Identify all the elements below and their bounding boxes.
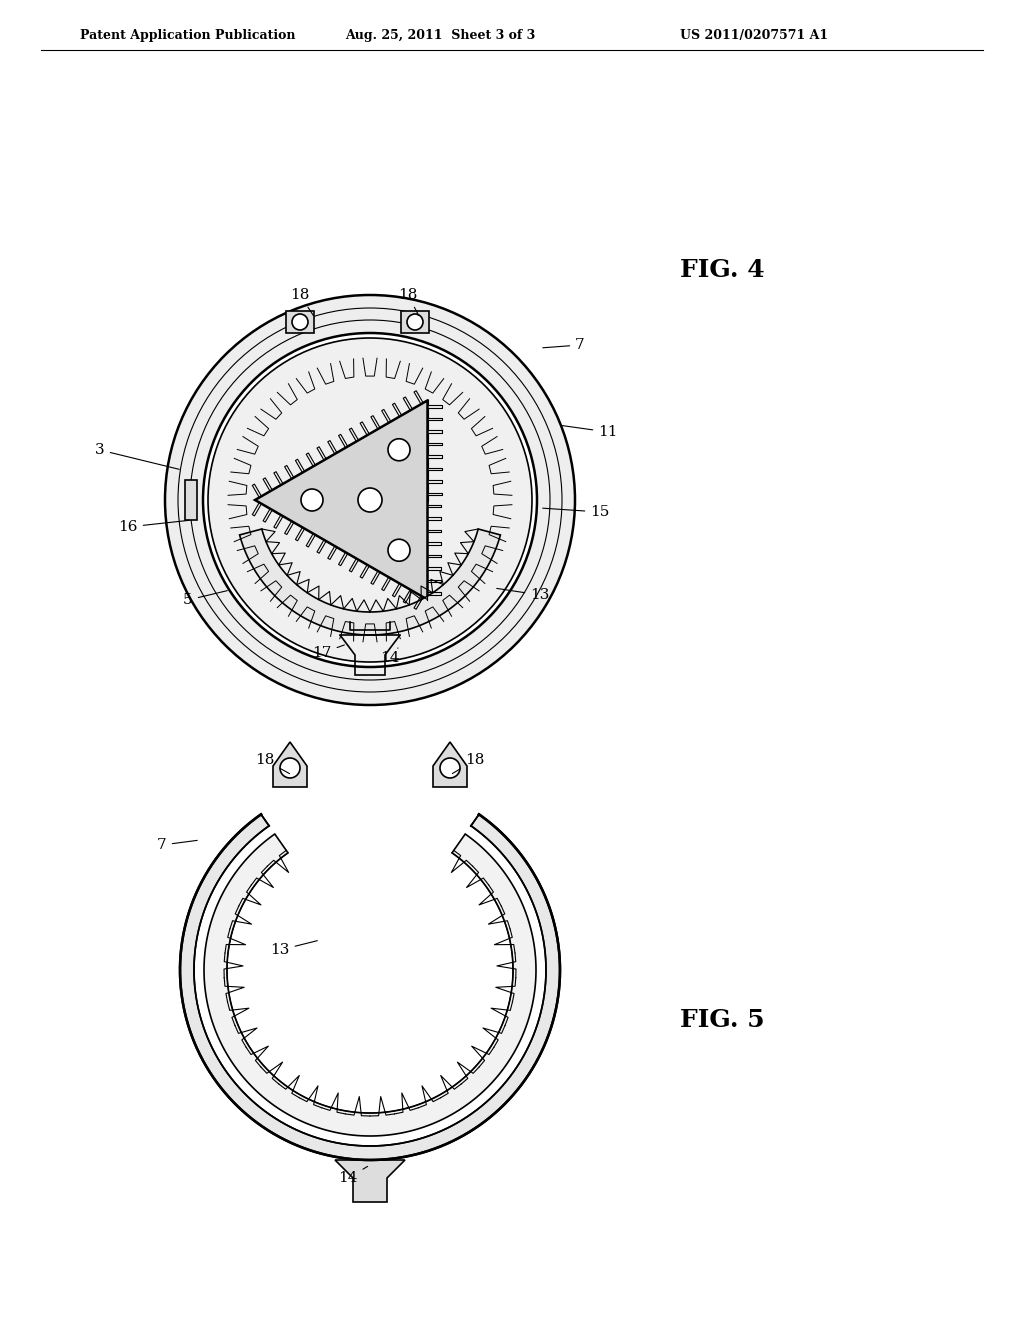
- Text: 7: 7: [158, 838, 198, 851]
- Text: 18: 18: [255, 752, 290, 774]
- Text: 18: 18: [291, 288, 313, 315]
- Text: 14: 14: [338, 1167, 368, 1185]
- Text: Aug. 25, 2011  Sheet 3 of 3: Aug. 25, 2011 Sheet 3 of 3: [345, 29, 536, 41]
- Circle shape: [280, 758, 300, 777]
- Circle shape: [203, 333, 537, 667]
- Circle shape: [440, 758, 460, 777]
- Text: FIG. 4: FIG. 4: [680, 257, 765, 282]
- Polygon shape: [273, 742, 307, 787]
- Text: 11: 11: [561, 425, 617, 440]
- Bar: [185, 480, 197, 520]
- Circle shape: [301, 488, 323, 511]
- Polygon shape: [255, 400, 427, 599]
- Text: 16: 16: [118, 520, 189, 535]
- Polygon shape: [286, 312, 314, 333]
- Text: 7: 7: [543, 338, 585, 352]
- Text: FIG. 5: FIG. 5: [680, 1008, 765, 1032]
- Text: US 2011/0207571 A1: US 2011/0207571 A1: [680, 29, 828, 41]
- Circle shape: [388, 540, 410, 561]
- Text: Patent Application Publication: Patent Application Publication: [80, 29, 296, 41]
- Circle shape: [208, 338, 532, 663]
- Circle shape: [407, 314, 423, 330]
- Polygon shape: [204, 834, 536, 1137]
- Circle shape: [358, 488, 382, 512]
- Text: 15: 15: [543, 506, 609, 519]
- Text: 3: 3: [95, 444, 179, 470]
- Text: 17: 17: [312, 645, 344, 660]
- Text: 18: 18: [398, 288, 419, 315]
- Circle shape: [165, 294, 575, 705]
- Text: 13: 13: [497, 587, 550, 602]
- Circle shape: [292, 314, 308, 330]
- Text: 18: 18: [453, 752, 484, 774]
- Polygon shape: [433, 742, 467, 787]
- Text: 14: 14: [380, 648, 399, 665]
- Polygon shape: [180, 814, 560, 1160]
- Text: 13: 13: [270, 941, 317, 957]
- Polygon shape: [335, 1160, 406, 1203]
- Text: 5: 5: [183, 590, 227, 607]
- Polygon shape: [401, 312, 429, 333]
- Polygon shape: [240, 529, 501, 635]
- Circle shape: [388, 438, 410, 461]
